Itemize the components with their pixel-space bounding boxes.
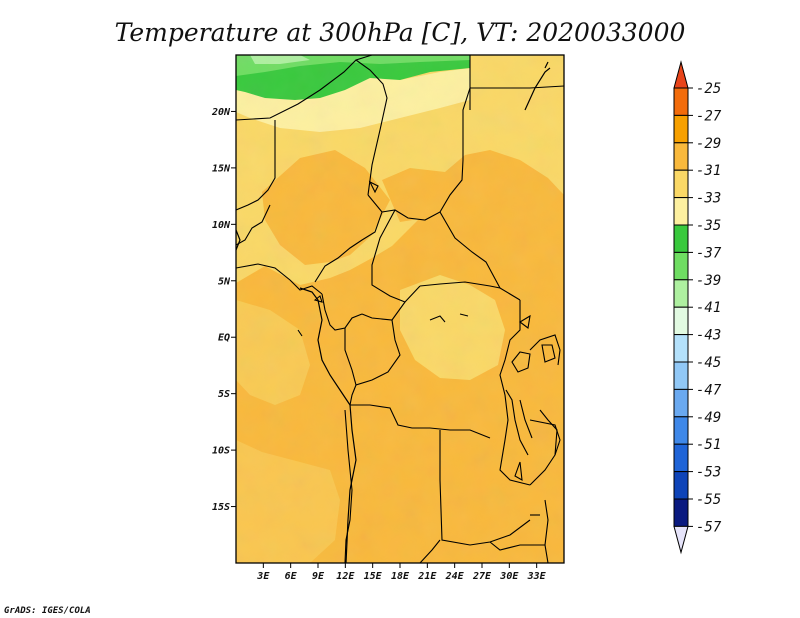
colorbar-box [673,224,689,253]
lat-tick-label: 5S [218,389,230,400]
lat-tick-label: 10N [212,220,231,231]
colorbar-box [673,87,689,116]
lon-tick-label: 6E [285,571,298,582]
colorbar-label: -31 [696,163,721,179]
colorbar-label: -49 [696,410,721,426]
lat-tick-label: 5N [218,276,231,287]
lon-tick-label: 21E [417,571,437,582]
country-borders [236,55,564,563]
lon-tick-label: 9E [312,571,325,582]
colorbar-label: -45 [696,355,721,371]
colorbar-label: -27 [696,108,722,124]
grads-credit: GrADS: IGES/COLA [4,606,91,616]
lakes [297,180,556,516]
lon-tick-label: 30E [499,571,519,582]
colorbar-label: -39 [696,273,721,289]
lon-tick-label: 18E [391,571,410,582]
longitude-axis: 3E 6E 9E 12E 15E 18E 21E 24E 27E 30E 33E [256,563,547,582]
colorbar-label: -37 [696,245,722,261]
coastline [236,61,551,563]
colorbar-box [673,251,689,281]
lon-tick-label: 12E [336,571,355,582]
lon-tick-label: 15E [364,571,383,582]
lat-tick-label: 15S [212,502,230,513]
map-title: Temperature at 300hPa [C], VT: 202003300… [115,18,686,47]
latitude-axis: 20N 15N 10N 5N EQ 5S 10S 15S [211,107,236,513]
colorbar: -25 -27 -29 -31 -33 -35 -37 -39 -41 -43 -45 -47 -49 -… [673,60,722,555]
colorbar-box [673,114,689,144]
colorbar-box [673,443,689,473]
colorbar-label: -53 [696,465,721,481]
lon-tick-label: 33E [527,571,547,582]
colorbar-box [673,388,689,418]
lon-tick-label: 3E [256,571,270,582]
colorbar-label: -57 [696,519,722,535]
lon-tick-label: 24E [445,571,465,582]
colorbar-box [673,279,689,308]
colorbar-label: -43 [696,328,721,344]
lat-tick-label: 20N [211,107,231,118]
lon-tick-label: 27E [472,571,492,582]
lat-tick-label: 15N [212,163,231,174]
temperature-field [236,55,564,563]
colorbar-box [673,471,689,500]
lat-tick-label: 10S [212,446,230,457]
colorbar-label: -29 [696,136,721,152]
lat-tick-label: EQ [218,333,230,344]
colorbar-box [673,361,689,390]
colorbar-label: -51 [696,437,721,453]
colorbar-label: -55 [696,492,721,508]
colorbar-bottom-arrow [673,525,689,555]
colorbar-label: -41 [696,300,721,316]
colorbar-box [673,142,689,171]
colorbar-box [673,498,689,527]
colorbar-label: -47 [696,382,722,398]
colorbar-box [673,416,689,445]
colorbar-box [673,197,689,226]
colorbar-box [673,334,689,363]
colorbar-label: -33 [696,191,721,207]
colorbar-label: -25 [696,81,721,97]
colorbar-box [673,306,689,336]
colorbar-top-arrow [673,60,689,89]
colorbar-label: -35 [696,218,721,234]
colorbar-box [673,169,689,199]
